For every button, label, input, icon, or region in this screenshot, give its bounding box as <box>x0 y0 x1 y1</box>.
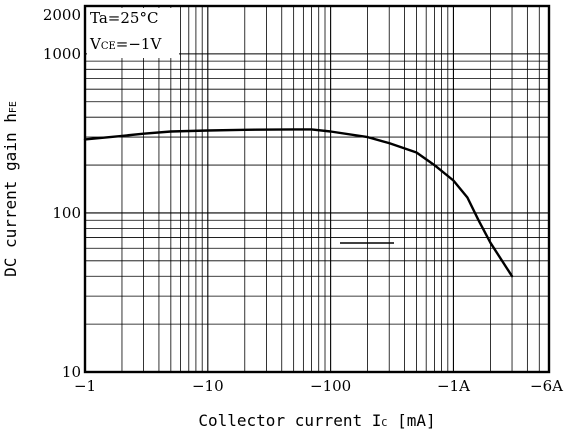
plot-frame <box>83 4 551 374</box>
y-tick-label: 100 <box>52 204 81 222</box>
x-tick-label: −1 <box>74 377 96 395</box>
vce-annotation: VCE=−1V <box>89 35 162 53</box>
annotation-box: Ta=25°C VCE=−1V <box>87 8 179 58</box>
y-tick-label: 1000 <box>43 45 81 63</box>
x-tick-label: −10 <box>192 377 224 395</box>
y-tick-label: 10 <box>62 363 81 381</box>
x-tick-labels: −1 −10 −100 −1A −6A <box>74 377 563 395</box>
grid <box>85 6 549 372</box>
x-tick-label: −1A <box>437 377 470 395</box>
x-axis-title: Collector current IC [mA] <box>198 411 435 430</box>
y-tick-label: 2000 <box>43 6 81 24</box>
y-tick-labels: 2000 1000 100 10 <box>43 6 81 381</box>
x-tick-label: −100 <box>310 377 351 395</box>
x-tick-label: −6A <box>530 377 563 395</box>
temperature-annotation: Ta=25°C <box>90 9 158 27</box>
y-axis-title: DC current gain hFE <box>1 101 20 277</box>
series-line-0 <box>83 128 514 278</box>
series-layer <box>83 128 514 278</box>
